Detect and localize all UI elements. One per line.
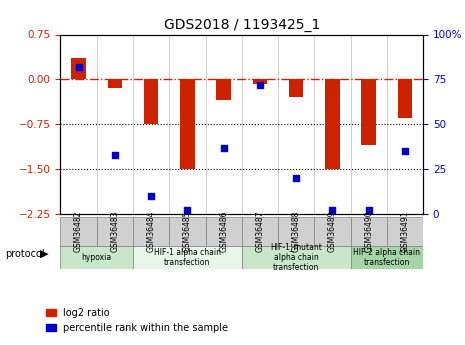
Text: GSM36486: GSM36486 — [219, 211, 228, 252]
FancyBboxPatch shape — [351, 246, 423, 269]
FancyBboxPatch shape — [206, 217, 242, 246]
Point — [292, 175, 300, 181]
FancyBboxPatch shape — [60, 217, 97, 246]
Bar — [252, 79, 267, 84]
Point — [256, 82, 264, 88]
Text: GSM36490: GSM36490 — [364, 211, 373, 253]
Point — [75, 64, 82, 70]
Title: GDS2018 / 1193425_1: GDS2018 / 1193425_1 — [164, 18, 320, 32]
FancyBboxPatch shape — [133, 246, 242, 269]
FancyBboxPatch shape — [169, 217, 206, 246]
FancyBboxPatch shape — [242, 217, 278, 246]
Text: protocol: protocol — [5, 249, 44, 258]
Bar — [398, 79, 412, 118]
Text: GSM36487: GSM36487 — [255, 211, 265, 252]
Point — [329, 208, 336, 213]
Bar — [216, 79, 231, 100]
Text: GSM36484: GSM36484 — [146, 211, 156, 252]
Bar — [71, 58, 86, 79]
Point — [111, 152, 119, 157]
Text: GSM36489: GSM36489 — [328, 211, 337, 252]
FancyBboxPatch shape — [242, 246, 351, 269]
Text: GSM36485: GSM36485 — [183, 211, 192, 252]
Bar — [107, 79, 122, 88]
Bar — [361, 79, 376, 145]
Point — [147, 193, 155, 199]
Text: ▶: ▶ — [40, 249, 48, 258]
Bar — [180, 79, 195, 169]
Bar — [325, 79, 340, 169]
Bar — [289, 79, 304, 97]
Point — [365, 208, 372, 213]
Text: GSM36482: GSM36482 — [74, 211, 83, 252]
FancyBboxPatch shape — [133, 217, 169, 246]
FancyBboxPatch shape — [278, 217, 314, 246]
Bar — [144, 79, 159, 124]
Text: HIF-1_mutant
alpha chain
transfection: HIF-1_mutant alpha chain transfection — [270, 243, 322, 272]
FancyBboxPatch shape — [97, 217, 133, 246]
Text: GSM36488: GSM36488 — [292, 211, 301, 252]
Text: GSM36491: GSM36491 — [400, 211, 410, 252]
Text: HIF-1 alpha chain
transfection: HIF-1 alpha chain transfection — [154, 248, 221, 267]
FancyBboxPatch shape — [314, 217, 351, 246]
Point — [401, 148, 409, 154]
Point — [184, 208, 191, 213]
Legend: log2 ratio, percentile rank within the sample: log2 ratio, percentile rank within the s… — [42, 304, 232, 337]
Point — [220, 145, 227, 150]
FancyBboxPatch shape — [60, 246, 133, 269]
FancyBboxPatch shape — [351, 217, 387, 246]
FancyBboxPatch shape — [387, 217, 423, 246]
Text: HIF-2 alpha chain
transfection: HIF-2 alpha chain transfection — [353, 248, 420, 267]
Text: hypoxia: hypoxia — [82, 253, 112, 262]
Text: GSM36483: GSM36483 — [110, 211, 120, 252]
